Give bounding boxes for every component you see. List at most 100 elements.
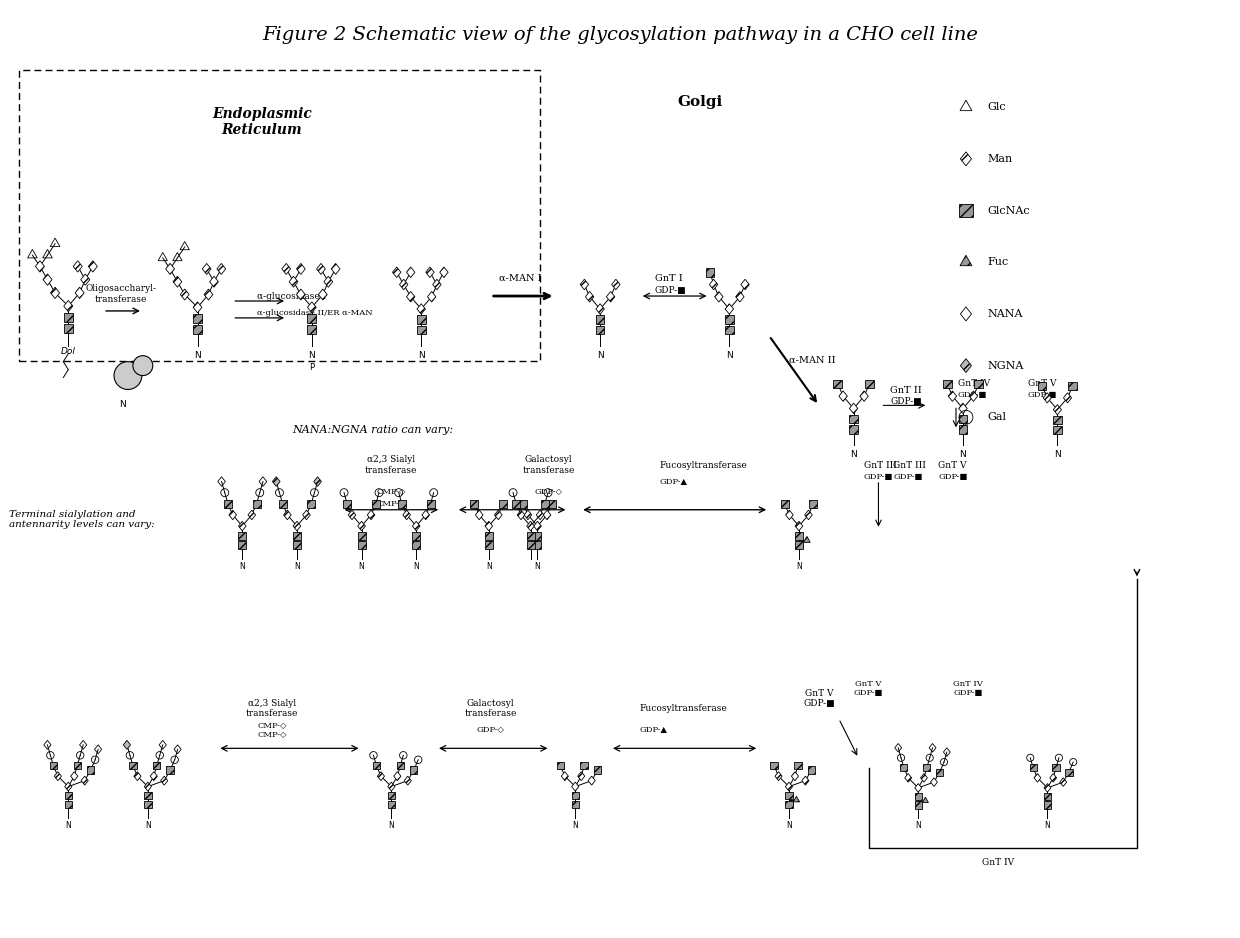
Polygon shape <box>373 762 381 769</box>
Polygon shape <box>770 762 777 769</box>
Text: GDP-■: GDP-■ <box>890 397 923 406</box>
Polygon shape <box>512 500 521 507</box>
Text: GnT V
GDP-■: GnT V GDP-■ <box>804 688 835 708</box>
Polygon shape <box>859 391 868 401</box>
Polygon shape <box>433 280 441 290</box>
Polygon shape <box>202 264 211 275</box>
Text: GDP-■: GDP-■ <box>1028 391 1056 400</box>
Polygon shape <box>343 500 351 507</box>
Polygon shape <box>548 500 556 507</box>
Text: GDP-◇: GDP-◇ <box>534 488 563 496</box>
Text: α-MAN II: α-MAN II <box>789 356 836 365</box>
Text: Figure 2 Schematic view of the glycosylation pathway in a CHO cell line: Figure 2 Schematic view of the glycosyla… <box>262 25 978 43</box>
Polygon shape <box>417 325 425 334</box>
Polygon shape <box>71 772 78 780</box>
Text: N: N <box>915 821 921 830</box>
Polygon shape <box>725 325 734 334</box>
Polygon shape <box>525 510 532 520</box>
Text: GnT V
GDP-■: GnT V GDP-■ <box>854 680 883 697</box>
Text: N: N <box>239 563 246 571</box>
Text: GDP-▲: GDP-▲ <box>660 478 688 486</box>
Polygon shape <box>1064 393 1071 403</box>
Polygon shape <box>403 510 410 520</box>
Polygon shape <box>475 510 484 520</box>
Polygon shape <box>775 772 782 780</box>
Text: N: N <box>1054 450 1060 459</box>
Polygon shape <box>63 324 73 333</box>
Text: NGNA: NGNA <box>988 360 1024 371</box>
Polygon shape <box>281 264 290 275</box>
Polygon shape <box>795 522 802 531</box>
Polygon shape <box>398 500 405 507</box>
Text: N: N <box>309 351 315 359</box>
Polygon shape <box>960 358 971 372</box>
Text: α-glucosidase I: α-glucosidase I <box>257 292 326 300</box>
Polygon shape <box>725 315 734 324</box>
Polygon shape <box>224 500 232 507</box>
Text: α-MAN I: α-MAN I <box>500 274 542 282</box>
Polygon shape <box>51 287 60 298</box>
Polygon shape <box>596 304 604 314</box>
Polygon shape <box>36 261 45 272</box>
Polygon shape <box>388 792 396 799</box>
Polygon shape <box>1053 426 1061 434</box>
Polygon shape <box>1044 783 1050 793</box>
Polygon shape <box>412 541 420 549</box>
Text: N: N <box>796 563 802 571</box>
Polygon shape <box>394 772 401 780</box>
Text: N: N <box>960 450 966 459</box>
Polygon shape <box>193 302 202 312</box>
Polygon shape <box>180 289 190 300</box>
Polygon shape <box>279 500 286 507</box>
Polygon shape <box>293 532 301 539</box>
Polygon shape <box>407 292 415 302</box>
Text: α-glucosidase II/ER α-MAN: α-glucosidase II/ER α-MAN <box>257 309 373 317</box>
Text: GnT III: GnT III <box>863 461 897 470</box>
Polygon shape <box>393 267 401 278</box>
Polygon shape <box>331 264 340 275</box>
Text: N: N <box>388 821 394 830</box>
Polygon shape <box>557 762 564 769</box>
Text: Fucosyltransferase: Fucosyltransferase <box>660 461 748 470</box>
Text: GDP-■: GDP-■ <box>863 473 893 481</box>
Polygon shape <box>324 276 332 287</box>
Polygon shape <box>73 261 82 272</box>
Text: Fucosyltransferase: Fucosyltransferase <box>640 704 728 713</box>
Text: Gal: Gal <box>988 413 1007 422</box>
Polygon shape <box>572 801 579 809</box>
Text: GnT I: GnT I <box>655 274 682 282</box>
Polygon shape <box>786 510 794 520</box>
Polygon shape <box>785 801 792 809</box>
Text: GDP-■: GDP-■ <box>655 285 687 295</box>
Text: N: N <box>534 563 541 571</box>
Polygon shape <box>572 782 579 791</box>
Polygon shape <box>533 541 542 549</box>
Text: Glc: Glc <box>988 102 1007 113</box>
Polygon shape <box>144 782 151 791</box>
Polygon shape <box>833 380 842 388</box>
Polygon shape <box>210 276 218 287</box>
Polygon shape <box>580 280 589 290</box>
Polygon shape <box>572 792 579 799</box>
Polygon shape <box>377 772 384 780</box>
Text: Golgi: Golgi <box>677 95 722 109</box>
Text: GnT IV
GDP-■: GnT IV GDP-■ <box>954 680 983 697</box>
Polygon shape <box>308 325 316 334</box>
Text: NANA:NGNA ratio can vary:: NANA:NGNA ratio can vary: <box>291 425 453 435</box>
Polygon shape <box>153 762 160 769</box>
Polygon shape <box>296 289 305 300</box>
Polygon shape <box>585 292 594 302</box>
Text: N: N <box>486 563 491 571</box>
Polygon shape <box>849 403 858 414</box>
Polygon shape <box>144 792 151 799</box>
Polygon shape <box>785 782 792 791</box>
Polygon shape <box>541 500 549 507</box>
Text: CMP-◇
CMP-◇: CMP-◇ CMP-◇ <box>258 722 286 739</box>
Polygon shape <box>794 762 802 769</box>
Polygon shape <box>357 541 366 549</box>
Polygon shape <box>87 766 94 774</box>
Polygon shape <box>217 264 226 275</box>
Polygon shape <box>273 477 280 486</box>
Polygon shape <box>357 532 366 539</box>
Polygon shape <box>193 313 202 323</box>
